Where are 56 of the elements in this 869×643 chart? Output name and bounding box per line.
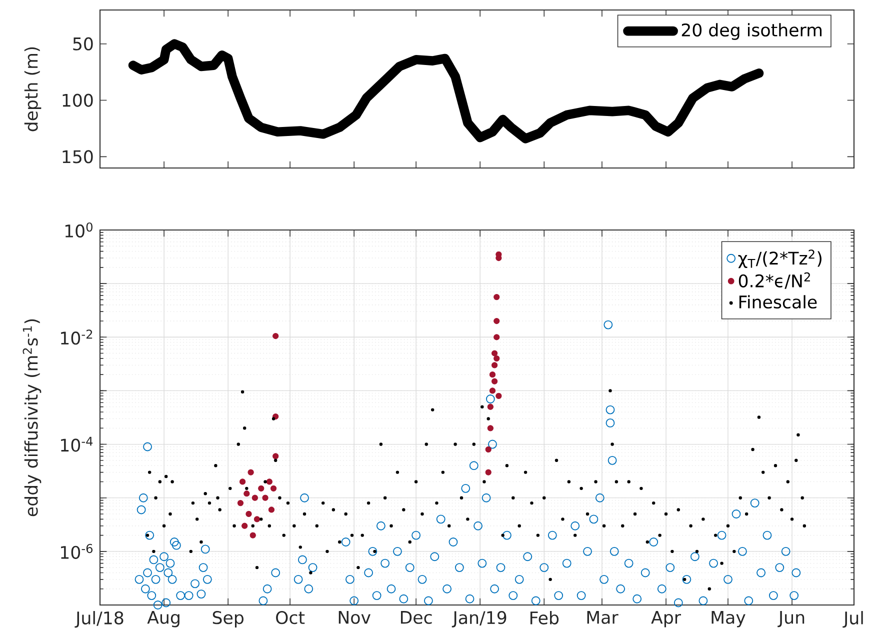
x-tick-label: Sep xyxy=(212,611,244,628)
x-tick-label: Jul/18 xyxy=(74,611,124,628)
point xyxy=(258,485,264,492)
point xyxy=(494,318,500,324)
point xyxy=(489,372,496,378)
x-tick-label: Dec xyxy=(400,611,432,624)
point xyxy=(485,446,492,453)
point xyxy=(270,485,277,492)
point xyxy=(489,388,496,394)
x-tick-label: Aug xyxy=(147,611,180,628)
x-tick-label: Jul xyxy=(842,611,863,628)
point xyxy=(246,510,252,518)
legend-label: 20 deg isotherm xyxy=(682,23,822,40)
legend-label: Finescale xyxy=(739,295,817,309)
point xyxy=(254,516,260,522)
y-tick-label: 150 xyxy=(62,150,93,164)
y-axis-title: depth (m) xyxy=(24,47,42,132)
point xyxy=(250,532,256,538)
point xyxy=(262,494,268,501)
point xyxy=(491,350,498,356)
point xyxy=(487,404,494,410)
y-axis-title: eddy diffusivity (m$^{2}$s$^{-1}$) xyxy=(22,319,42,516)
y-tick-label: 10$^{-6}$ xyxy=(61,544,93,559)
point xyxy=(268,506,275,513)
point xyxy=(496,392,502,399)
point xyxy=(237,500,244,506)
y-tick-label: 10$^{0}$ xyxy=(65,222,92,238)
point xyxy=(242,522,248,529)
point xyxy=(272,332,279,340)
x-tick-label: Jun xyxy=(778,611,804,628)
x-tick-label: Nov xyxy=(338,611,370,624)
point xyxy=(239,478,246,485)
point xyxy=(248,469,254,476)
point xyxy=(494,355,500,362)
x-tick-label: Jan/19 xyxy=(452,611,506,628)
x-tick-label: May xyxy=(712,611,746,628)
y-tick-label: 50 xyxy=(73,37,93,50)
point xyxy=(485,469,492,476)
x-tick-label: Feb xyxy=(530,611,559,624)
y-tick-label: 100 xyxy=(62,94,93,107)
point xyxy=(494,334,500,340)
y-tick-label: 10$^{-4}$ xyxy=(61,436,93,452)
point xyxy=(252,494,258,501)
x-tick-label: Oct xyxy=(276,611,305,624)
x-tick-label: Apr xyxy=(651,611,682,628)
x-tick-label: Mar xyxy=(587,611,618,624)
point xyxy=(487,425,494,432)
legend-label: 0.2*ϵ/N$^{2}$ xyxy=(738,272,810,289)
legend-label: χ$_{T}$/(2*Tz$^{2}$) xyxy=(738,250,822,268)
point xyxy=(244,490,250,497)
point xyxy=(494,294,500,300)
point xyxy=(491,378,498,384)
point xyxy=(491,362,498,368)
y-tick-label: 10$^{-2}$ xyxy=(61,330,92,345)
point xyxy=(266,478,272,485)
point xyxy=(272,453,279,460)
